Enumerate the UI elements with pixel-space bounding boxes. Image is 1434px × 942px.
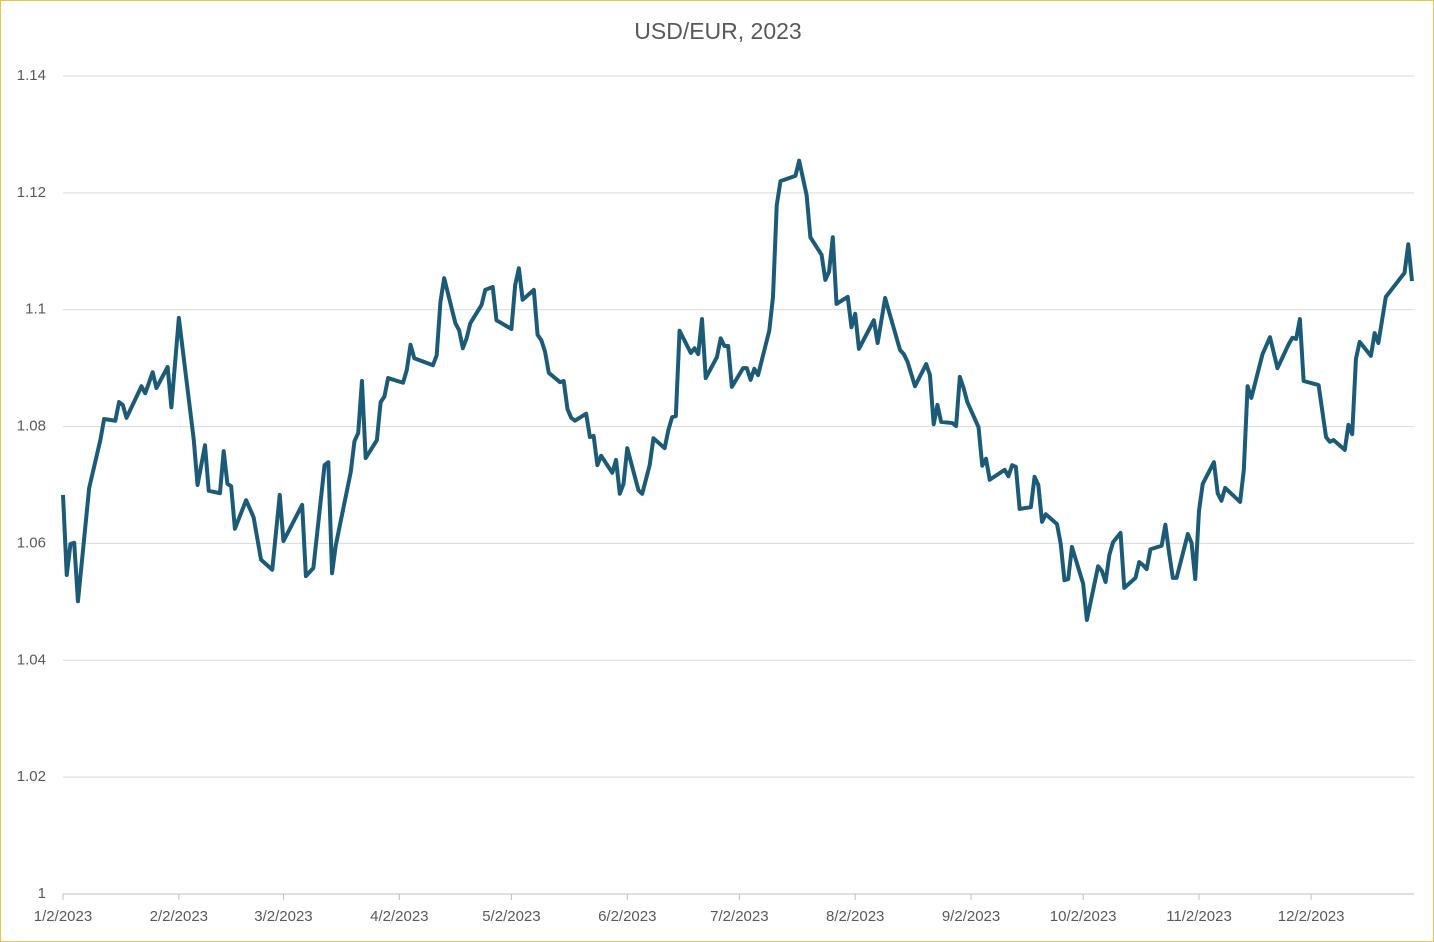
x-tick-label: 5/2/2023	[482, 908, 540, 925]
x-tick-label: 10/2/2023	[1050, 908, 1117, 925]
y-tick-label: 1.1	[25, 301, 46, 318]
data-line	[61, 158, 1414, 622]
y-tick-label: 1.06	[17, 534, 46, 551]
x-tick-label: 12/2/2023	[1278, 908, 1345, 925]
x-tick-label: 11/2/2023	[1166, 908, 1232, 925]
x-tick-label: 4/2/2023	[370, 908, 428, 925]
x-tick-label: 7/2/2023	[710, 908, 768, 925]
x-tick-label: 9/2/2023	[942, 908, 1000, 925]
x-tick-label: 3/2/2023	[254, 908, 312, 925]
x-tick-label: 2/2/2023	[150, 908, 208, 925]
y-tick-label: 1.12	[17, 184, 46, 201]
chart-title: USD/EUR, 2023	[634, 18, 801, 44]
y-tick-label: 1.14	[17, 67, 46, 84]
y-tick-label: 1.08	[17, 418, 46, 435]
x-tick-label: 1/2/2023	[34, 908, 92, 925]
y-tick-label: 1.04	[17, 651, 46, 668]
x-tick-label: 8/2/2023	[826, 908, 884, 925]
x-tick-label: 6/2/2023	[598, 908, 656, 925]
y-tick-label: 1	[38, 885, 46, 902]
y-tick-label: 1.02	[17, 768, 46, 785]
